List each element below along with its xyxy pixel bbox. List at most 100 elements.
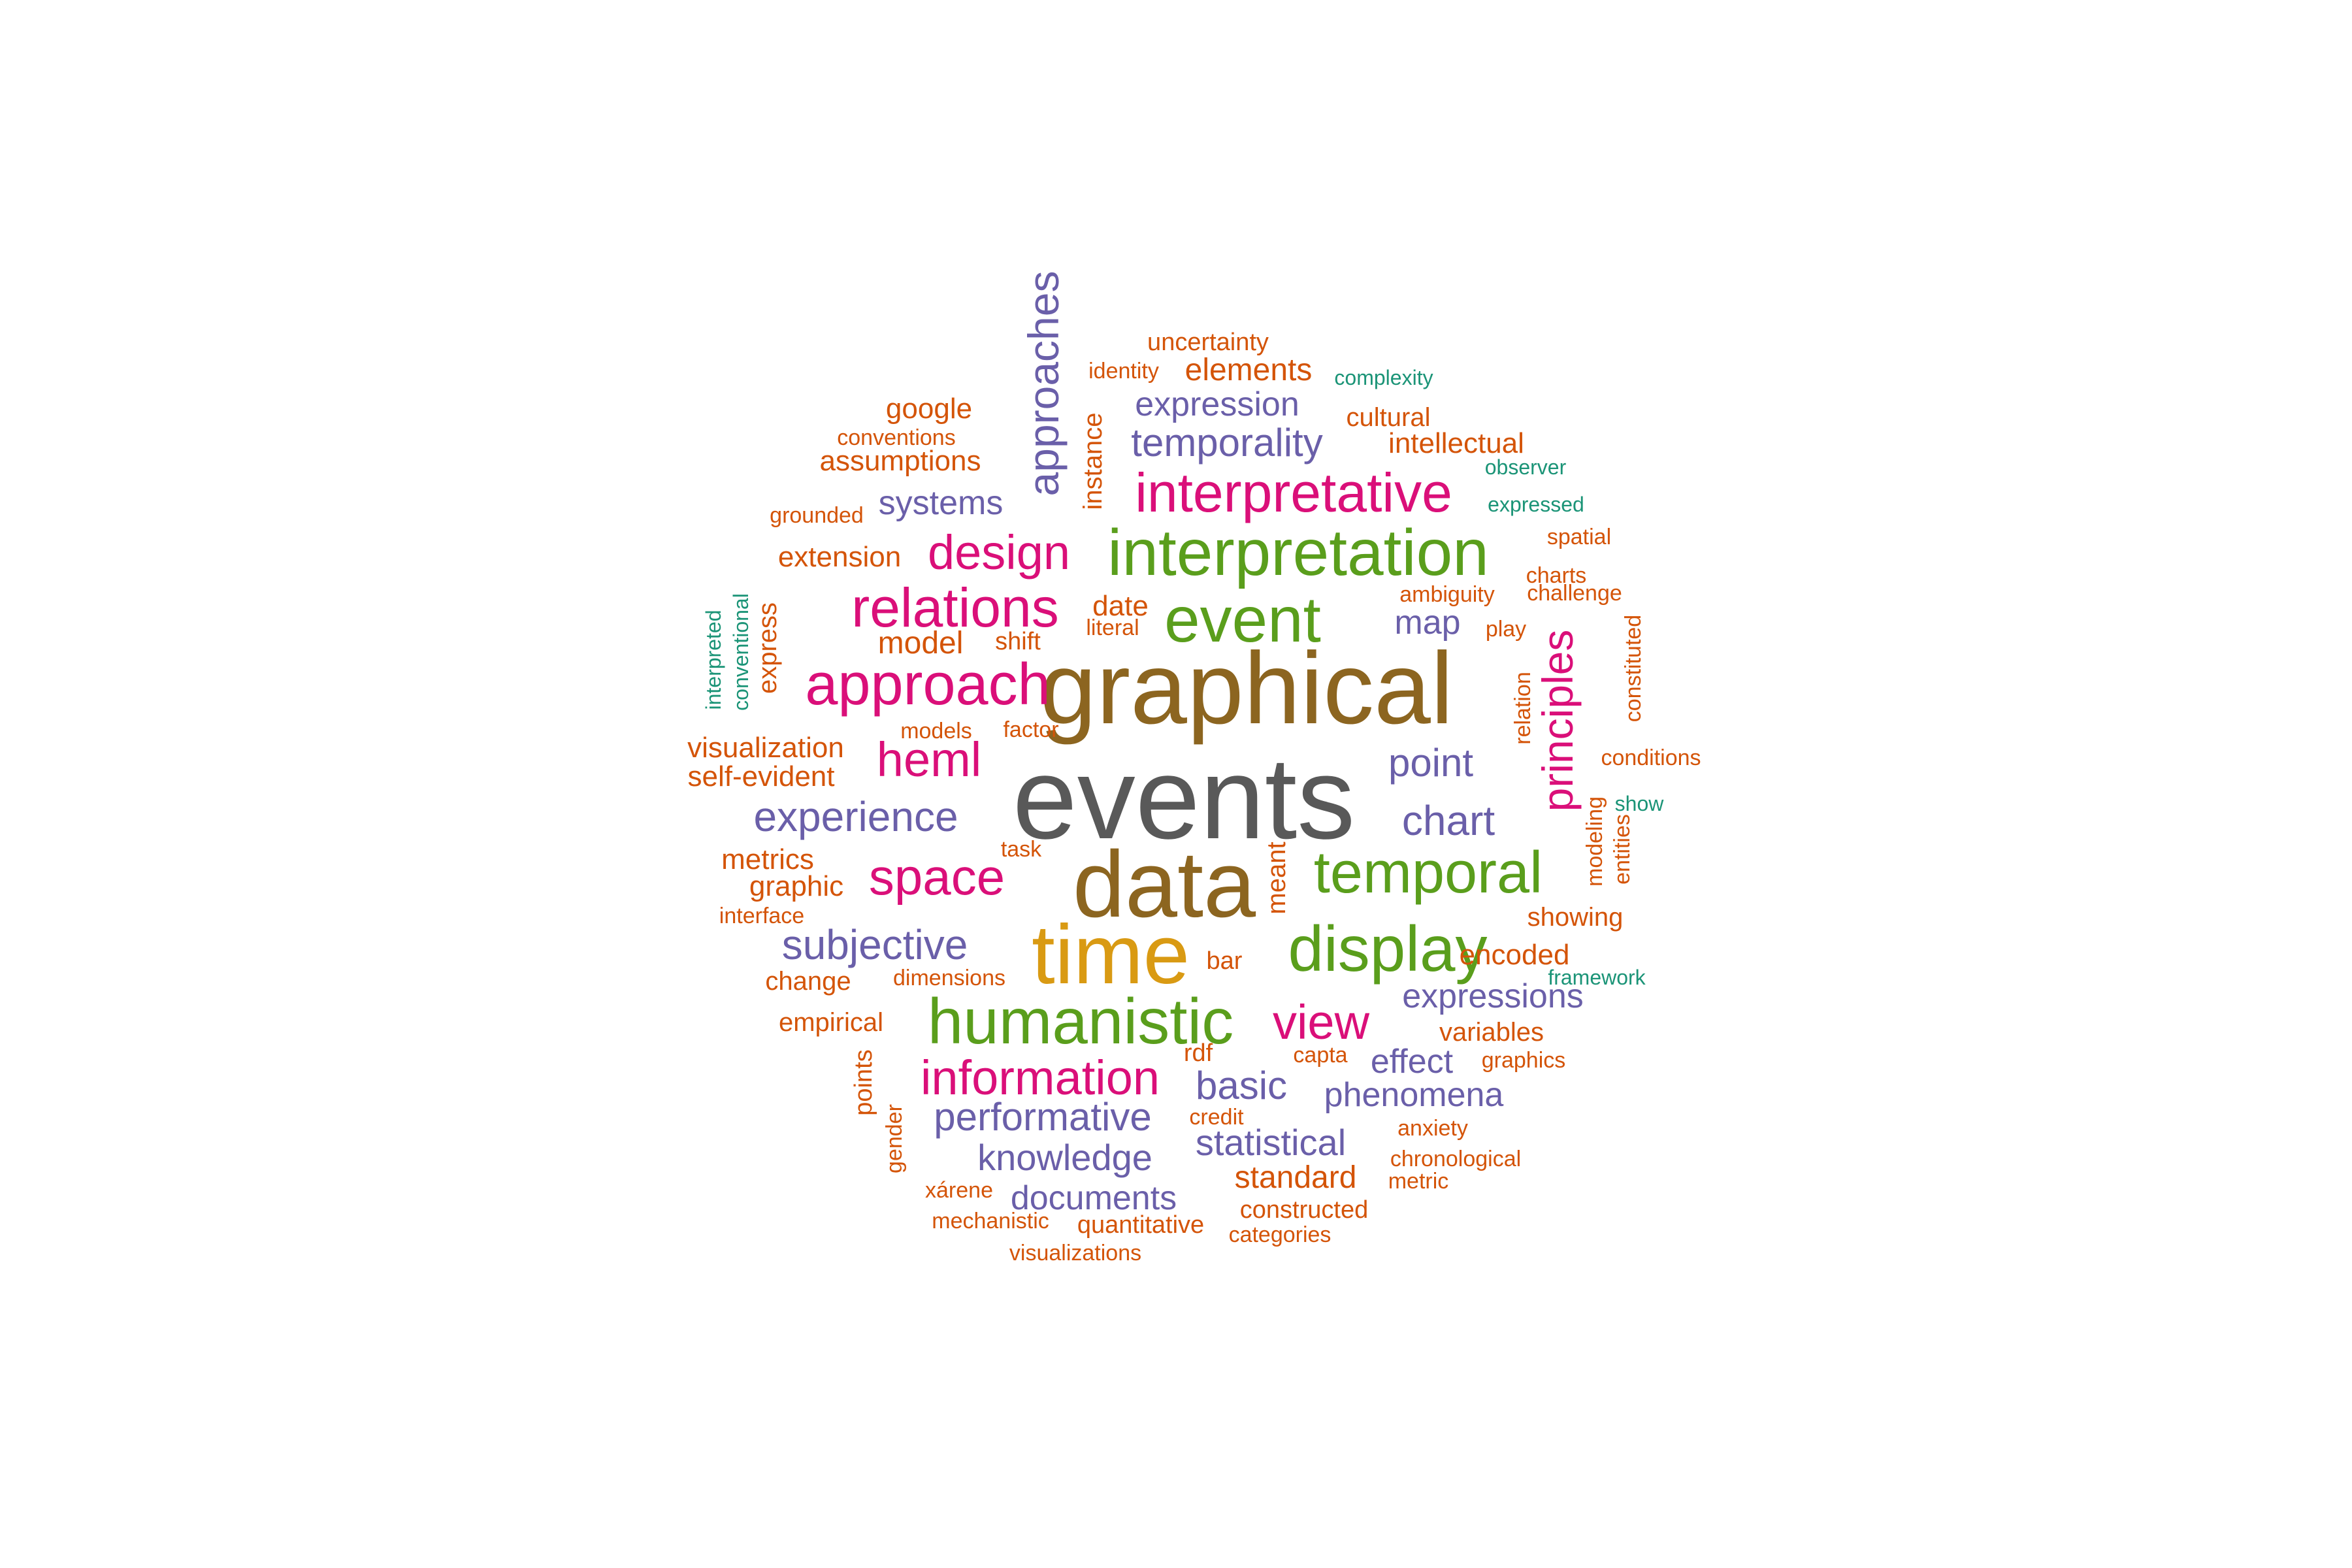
word-temporal: temporal	[1313, 840, 1543, 906]
word-standard: standard	[1234, 1160, 1357, 1195]
word-graphics: graphics	[1481, 1048, 1566, 1073]
word-anxiety: anxiety	[1397, 1116, 1468, 1141]
word-ambiguity: ambiguity	[1399, 582, 1495, 607]
word-change: change	[765, 967, 851, 996]
word-relations: relations	[851, 577, 1059, 638]
word-information: information	[920, 1051, 1160, 1105]
word-spatial: spatial	[1546, 525, 1612, 549]
word-showing: showing	[1527, 903, 1624, 932]
word-points: points	[850, 1049, 877, 1116]
word-capta: capta	[1293, 1043, 1348, 1068]
word-complexity: complexity	[1334, 366, 1433, 389]
word-variables: variables	[1439, 1018, 1544, 1047]
word-time: time	[1032, 908, 1190, 1002]
word-cultural: cultural	[1346, 403, 1431, 432]
word-relation: relation	[1511, 672, 1535, 745]
word-humanistic: humanistic	[927, 985, 1234, 1057]
word-display: display	[1288, 913, 1488, 985]
word-chart: chart	[1401, 797, 1495, 844]
word-categories: categories	[1228, 1222, 1331, 1247]
word-principles: principles	[1533, 629, 1582, 812]
word-extension: extension	[777, 541, 902, 573]
word-challenge: challenge	[1527, 581, 1622, 606]
word-expressed: expressed	[1488, 493, 1584, 516]
word-grounded: grounded	[770, 503, 864, 528]
word-google: google	[885, 393, 973, 425]
word-show: show	[1614, 792, 1664, 815]
word-view: view	[1272, 995, 1370, 1049]
word-basic: basic	[1195, 1064, 1288, 1107]
word-express: express	[753, 602, 782, 694]
word-dimensions: dimensions	[893, 966, 1005, 990]
word-visualization: visualization	[687, 732, 844, 764]
word-intellectual: intellectual	[1388, 427, 1524, 459]
word-map: map	[1394, 604, 1461, 642]
word-instance: instance	[1079, 412, 1107, 510]
word-interpretation: interpretation	[1107, 516, 1489, 589]
word-literal: literal	[1086, 615, 1139, 640]
word-approaches: approaches	[1019, 270, 1068, 497]
word-performative: performative	[934, 1095, 1152, 1139]
word-constructed: constructed	[1239, 1196, 1369, 1224]
word-space: space	[868, 848, 1005, 906]
word-statistical: statistical	[1195, 1122, 1347, 1163]
word-graphical: graphical	[1039, 632, 1454, 745]
word-rdf: rdf	[1183, 1039, 1213, 1067]
word-date: date	[1092, 590, 1149, 622]
word-metrics: metrics	[721, 843, 814, 875]
word-expressions: expressions	[1402, 977, 1584, 1015]
word-interpreted: interpreted	[702, 610, 725, 710]
word-task: task	[1000, 837, 1042, 862]
word-experience: experience	[753, 793, 958, 840]
word-conventional: conventional	[729, 593, 753, 711]
word-conventions: conventions	[837, 425, 956, 450]
word-modeling: modeling	[1582, 796, 1607, 887]
word-model: model	[877, 626, 964, 661]
word-entities: entities	[1610, 814, 1635, 885]
word-temporality: temporality	[1131, 421, 1323, 465]
word-event: event	[1164, 583, 1321, 655]
word-visualizations: visualizations	[1009, 1241, 1142, 1266]
word-metric: metric	[1388, 1169, 1449, 1194]
word-knowledge: knowledge	[977, 1137, 1152, 1178]
word-models: models	[900, 719, 972, 743]
word-quantitative: quantitative	[1077, 1211, 1205, 1239]
word-shift: shift	[995, 628, 1041, 655]
word-documents: documents	[1010, 1179, 1177, 1217]
word-identity: identity	[1088, 359, 1159, 384]
word-self-evident: self-evident	[687, 760, 835, 792]
word-point: point	[1388, 741, 1474, 785]
word-meant: meant	[1262, 841, 1291, 915]
word-effect: effect	[1370, 1043, 1454, 1081]
word-encoded: encoded	[1459, 939, 1570, 971]
word-charts: charts	[1526, 563, 1587, 588]
word-empirical: empirical	[778, 1008, 884, 1037]
word-conditions: conditions	[1601, 745, 1701, 770]
word-framework: framework	[1548, 966, 1646, 989]
word-mechanistic: mechanistic	[932, 1209, 1049, 1233]
word-approach: approach	[805, 652, 1051, 717]
word-observer: observer	[1484, 455, 1567, 479]
word-factor: factor	[1003, 717, 1059, 742]
word-credit: credit	[1189, 1105, 1244, 1130]
word-subjective: subjective	[781, 921, 968, 968]
word-uncertainty: uncertainty	[1147, 329, 1269, 356]
word-graphic: graphic	[749, 870, 844, 902]
word-chronological: chronological	[1390, 1147, 1522, 1171]
word-expression: expression	[1135, 385, 1299, 423]
word-elements: elements	[1184, 353, 1313, 387]
word-systems: systems	[878, 484, 1004, 522]
word-data: data	[1072, 832, 1256, 937]
word-gender: gender	[882, 1104, 907, 1173]
word-assumptions: assumptions	[819, 445, 981, 477]
word-interface: interface	[719, 904, 805, 928]
word-bar: bar	[1206, 947, 1243, 975]
word-events: events	[1012, 733, 1356, 863]
word-design: design	[927, 525, 1071, 580]
word-constituted: constituted	[1621, 614, 1646, 723]
word-xarene: xárene	[925, 1178, 993, 1203]
word-interpretative: interpretative	[1135, 462, 1452, 523]
word-play: play	[1485, 617, 1527, 642]
word-heml: heml	[876, 732, 982, 787]
